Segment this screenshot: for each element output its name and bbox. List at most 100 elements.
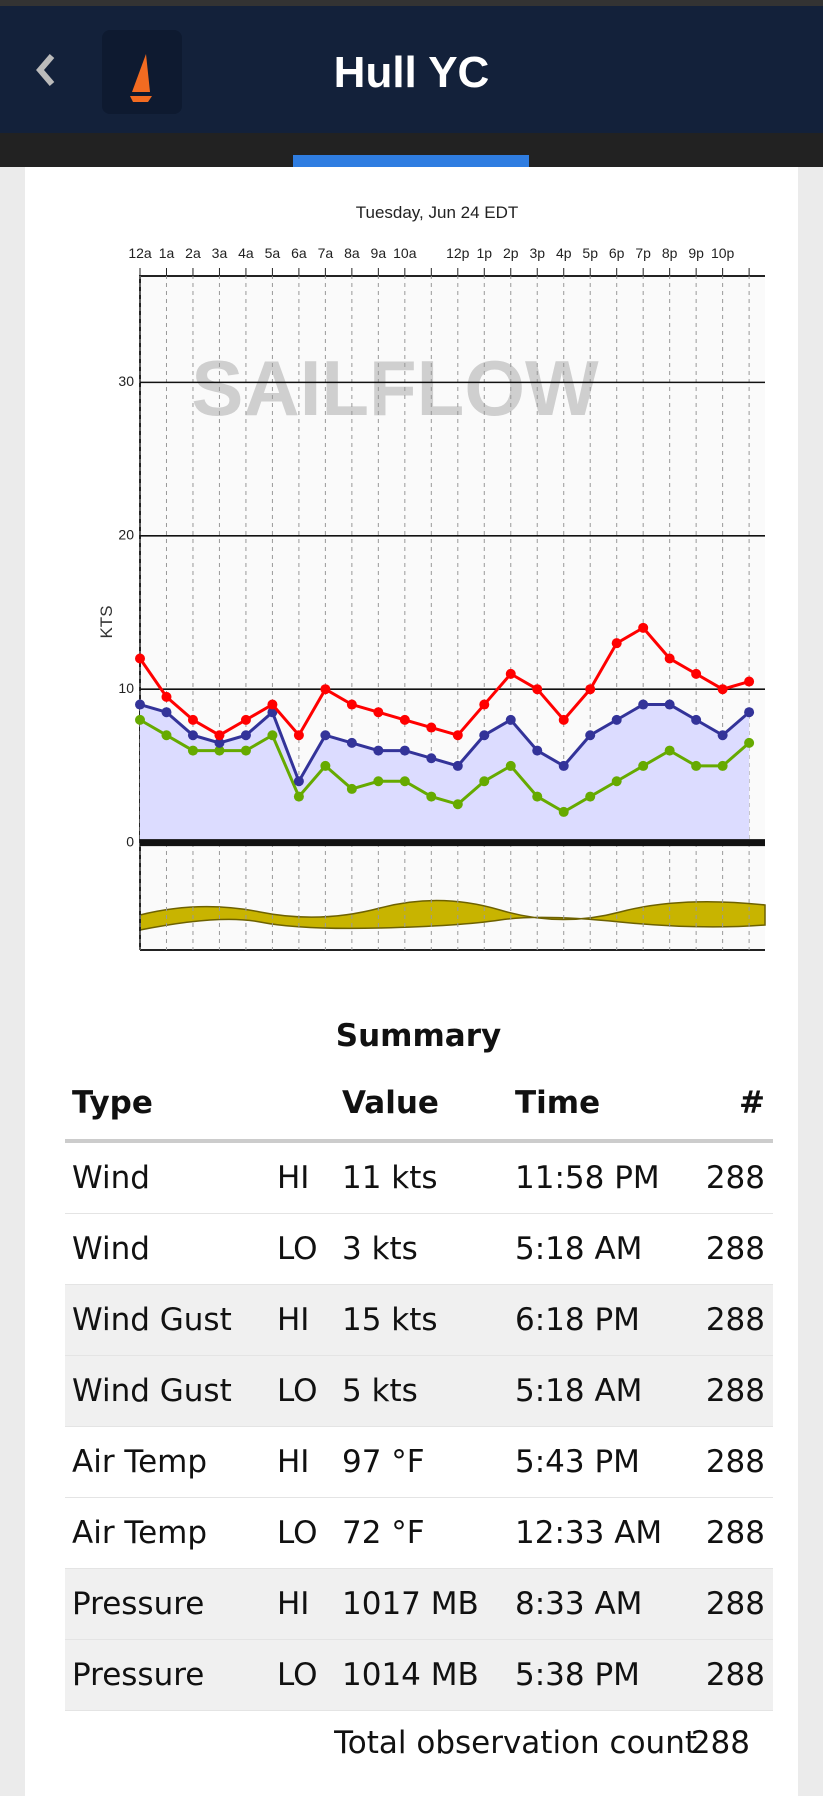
data-point [452,760,463,771]
x-tick-label: 4a [238,245,254,261]
data-point [320,730,331,741]
y-tick-label: 20 [118,526,134,542]
data-point [479,776,490,787]
chart-title: Tuesday, Jun 24 EDT [356,203,519,222]
x-tick-label: 6a [291,245,307,261]
data-point [214,737,225,748]
data-point [505,714,516,725]
y-tick-label: 10 [118,680,134,696]
data-point [585,730,596,741]
data-point [135,714,145,725]
data-point [267,699,278,710]
data-point [558,760,569,771]
data-point [638,622,649,633]
x-tick-label: 2p [503,245,519,261]
data-point [479,730,490,741]
data-point [744,676,755,687]
tab-indicator [293,155,529,167]
data-point [479,699,490,710]
x-tick-label: 7p [635,245,651,261]
data-point [585,684,596,695]
data-point [611,776,622,787]
data-point [558,806,569,817]
x-tick-label: 8p [662,245,678,261]
data-point [638,699,649,710]
data-point [293,776,304,787]
data-point [214,730,225,741]
data-point [135,653,145,664]
app-icon[interactable] [102,30,182,114]
data-point [399,714,410,725]
data-point [187,730,198,741]
area [140,704,750,843]
y-tick-label: 0 [126,833,134,849]
data-point [638,760,649,771]
data-point [691,714,702,725]
data-point [161,730,172,741]
data-point [532,791,543,802]
data-point [346,737,357,748]
data-point [452,799,463,810]
x-tick-label: 12a [128,245,152,261]
data-point [717,760,728,771]
data-point [399,745,410,756]
x-tick-label: 6p [609,245,625,261]
data-point [373,776,384,787]
data-point [505,760,516,771]
x-tick-label: 9p [688,245,704,261]
data-point [214,745,225,756]
data-point [267,730,278,741]
data-point [346,783,357,794]
data-point [664,745,675,756]
data-point [505,668,516,679]
x-tick-label: 1a [159,245,175,261]
x-tick-label: 7a [318,245,334,261]
data-point [664,699,675,710]
data-point [135,699,145,710]
data-point [399,776,410,787]
data-point [187,745,198,756]
data-point [558,714,569,725]
data-point [611,638,622,649]
x-tick-label: 4p [556,245,572,261]
page-title: Hull YC [333,48,490,97]
data-point [240,730,251,741]
data-point [240,745,251,756]
x-tick-label: 3a [212,245,228,261]
data-point [691,668,702,679]
back-button[interactable] [30,50,60,90]
chart: Tuesday, Jun 24 EDT KTS SAILFLOW 12a 1a 2a… [97,203,766,951]
data-point [426,791,437,802]
data-point [240,714,251,725]
y-tick-label: 30 [118,373,134,389]
series-line [138,625,750,738]
data-point [346,699,357,710]
data-point [373,745,384,756]
data-point [320,684,331,695]
x-tick-label: 12p [446,245,470,261]
y-axis-label: KTS [97,605,116,638]
x-tick-label: 8a [344,245,360,261]
data-point [611,714,622,725]
x-tick-label: 5p [582,245,598,261]
data-point [717,730,728,741]
data-point [426,722,437,733]
top-bar: Hull YC [0,0,823,133]
direction-band [139,899,766,931]
data-point [532,684,543,695]
data-point [187,714,198,725]
data-point [161,691,172,702]
x-tick-label: 5a [265,245,281,261]
data-point [744,707,755,718]
data-point [161,707,172,718]
x-tick-label: 1p [476,245,492,261]
data-point [293,791,304,802]
tab-strip [0,133,823,167]
watermark: SAILFLOW [191,344,599,432]
x-tick-label: 9a [371,245,387,261]
data-point [717,684,728,695]
x-tick-label: 2a [185,245,201,261]
data-point [452,730,463,741]
